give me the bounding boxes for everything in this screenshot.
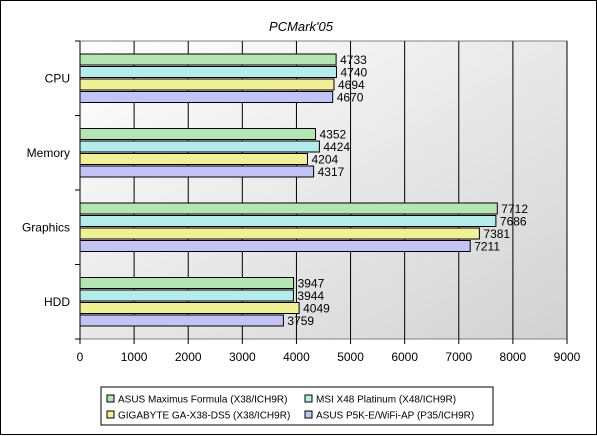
data-label: 4733 — [340, 53, 367, 67]
x-tick-label: 7000 — [445, 350, 472, 364]
legend-label: MSI X48 Platinum (X48/ICH9R) — [316, 395, 456, 406]
data-label: 3947 — [298, 277, 325, 291]
legend-label: ASUS P5K-E/WiFi-AP (P35/ICH9R) — [316, 411, 474, 422]
data-label: 4670 — [337, 91, 364, 105]
legend-box — [100, 386, 494, 426]
bar — [79, 277, 295, 289]
x-tick-label: 8000 — [500, 350, 527, 364]
bar — [79, 302, 300, 314]
x-tick-label: 4000 — [283, 350, 310, 364]
bar — [79, 53, 337, 66]
data-label: 4204 — [311, 153, 338, 167]
bar — [79, 153, 308, 165]
bar — [79, 140, 320, 153]
bar — [79, 91, 334, 103]
data-label: 4317 — [318, 165, 345, 179]
category-label: CPU — [45, 71, 70, 85]
bar — [79, 289, 294, 302]
axes: 0 1000 2000 3000 4000 5000 6000 7000 8000 9000 CPU… — [22, 40, 581, 364]
data-label: 7211 — [474, 240, 500, 254]
legend-label: GIGABYTE GA-X38-DS5 (X38/ICH9R) — [118, 411, 290, 422]
x-tick-label: 0 — [77, 350, 84, 364]
bar — [79, 227, 480, 240]
category-label: Graphics — [22, 220, 70, 234]
data-label: 7381 — [483, 227, 510, 241]
legend-label: ASUS Maximus Formula (X38/ICH9R) — [118, 395, 287, 406]
x-tick-label: 6000 — [391, 350, 418, 364]
legend: ASUS Maximus Formula (X38/ICH9R) MSI X48 … — [100, 386, 494, 426]
legend-swatch — [106, 394, 115, 403]
data-label: 4049 — [303, 302, 330, 316]
bar — [79, 66, 337, 78]
data-label: 3944 — [297, 289, 324, 303]
data-label: 3759 — [287, 314, 314, 328]
chart-title: PCMark'05 — [269, 19, 334, 34]
data-label: 4740 — [340, 66, 367, 80]
legend-swatch — [304, 410, 313, 419]
bar — [79, 165, 315, 178]
bar — [79, 215, 497, 227]
x-tick-label: 9000 — [554, 350, 581, 364]
category-label: Memory — [27, 146, 70, 160]
data-label: 4424 — [323, 140, 350, 154]
bar — [79, 314, 284, 327]
x-tick-label: 2000 — [175, 350, 202, 364]
data-label: 4352 — [319, 128, 346, 142]
data-label: 7686 — [500, 215, 527, 229]
plot-area — [79, 40, 568, 340]
bar — [79, 128, 316, 140]
data-label: 4694 — [338, 78, 365, 92]
x-tick-label: 3000 — [229, 350, 256, 364]
bar — [79, 240, 471, 252]
data-label: 7712 — [501, 202, 528, 216]
legend-swatch — [304, 394, 313, 403]
gridlines — [133, 41, 568, 339]
x-tick-label: 1000 — [121, 350, 148, 364]
bar — [79, 202, 498, 215]
legend-swatch — [106, 410, 115, 419]
x-tick-label: 5000 — [337, 350, 364, 364]
category-label: HDD — [44, 295, 70, 309]
bar — [79, 78, 335, 91]
